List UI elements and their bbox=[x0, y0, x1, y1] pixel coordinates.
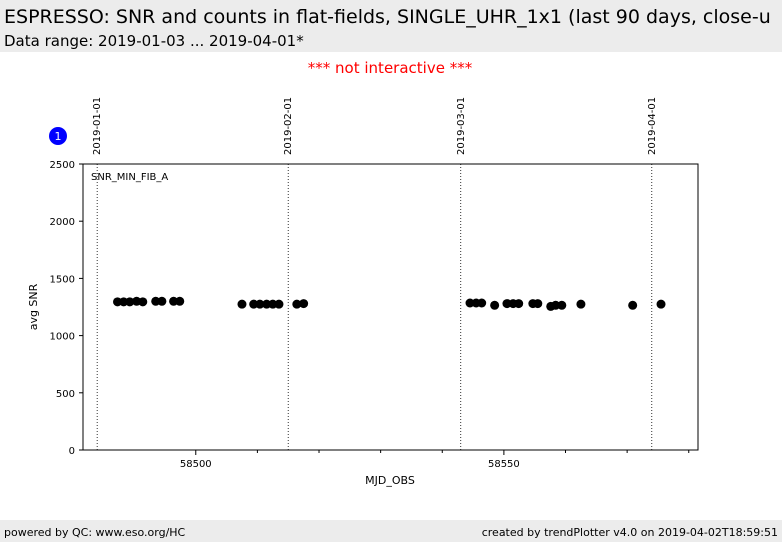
x-axis-label: MJD_OBS bbox=[365, 474, 415, 487]
point bbox=[477, 298, 487, 308]
date-label: 2019-01-01 bbox=[92, 97, 103, 155]
plot-frame bbox=[82, 163, 699, 451]
point bbox=[490, 300, 500, 310]
point bbox=[249, 299, 259, 309]
annotation: SNR_MIN_FIB_A bbox=[91, 172, 168, 183]
point bbox=[138, 297, 148, 307]
point bbox=[514, 299, 524, 309]
point bbox=[113, 297, 123, 307]
point bbox=[533, 299, 543, 309]
x-tick-label: 58550 bbox=[488, 459, 520, 470]
header-band bbox=[0, 0, 782, 52]
date-label: 2019-04-01 bbox=[647, 97, 658, 155]
badge-circle bbox=[49, 127, 67, 145]
date-label: 2019-03-01 bbox=[456, 97, 467, 155]
point bbox=[656, 299, 666, 309]
y-tick-label: 500 bbox=[56, 389, 75, 400]
point bbox=[576, 299, 586, 309]
notice: *** not interactive *** bbox=[308, 59, 473, 77]
badge: 1 bbox=[55, 130, 62, 143]
point bbox=[292, 299, 302, 309]
chart-title: ESPRESSO: SNR and counts in flat-fields,… bbox=[4, 6, 771, 28]
point bbox=[628, 300, 638, 310]
point bbox=[157, 296, 167, 306]
point bbox=[119, 297, 129, 307]
point bbox=[502, 299, 512, 309]
point bbox=[237, 299, 247, 309]
y-tick-label: 1000 bbox=[50, 332, 75, 343]
point bbox=[465, 298, 475, 308]
date-label: 2019-02-01 bbox=[283, 97, 294, 155]
point bbox=[551, 300, 561, 310]
footer-band bbox=[0, 520, 782, 542]
point bbox=[175, 296, 185, 306]
chart-subtitle: Data range: 2019-01-03 ... 2019-04-01* bbox=[4, 32, 304, 50]
y-tick-label: 1500 bbox=[50, 274, 75, 285]
y-axis-label: avg SNR bbox=[27, 283, 40, 330]
point bbox=[151, 296, 161, 306]
footer-left: powered by QC: www.eso.org/HC bbox=[4, 526, 186, 539]
point bbox=[557, 300, 567, 310]
point bbox=[299, 299, 309, 309]
y-tick-label: 2000 bbox=[50, 217, 75, 228]
point bbox=[268, 299, 278, 309]
y-tick-label: 2500 bbox=[50, 160, 75, 171]
point bbox=[262, 299, 272, 309]
x-tick-label: 58500 bbox=[180, 459, 212, 470]
point bbox=[125, 297, 135, 307]
point bbox=[274, 299, 284, 309]
y-tick-label: 0 bbox=[69, 446, 75, 457]
point bbox=[255, 299, 265, 309]
point bbox=[169, 296, 179, 306]
footer-right: created by trendPlotter v4.0 on 2019-04-… bbox=[482, 526, 778, 539]
